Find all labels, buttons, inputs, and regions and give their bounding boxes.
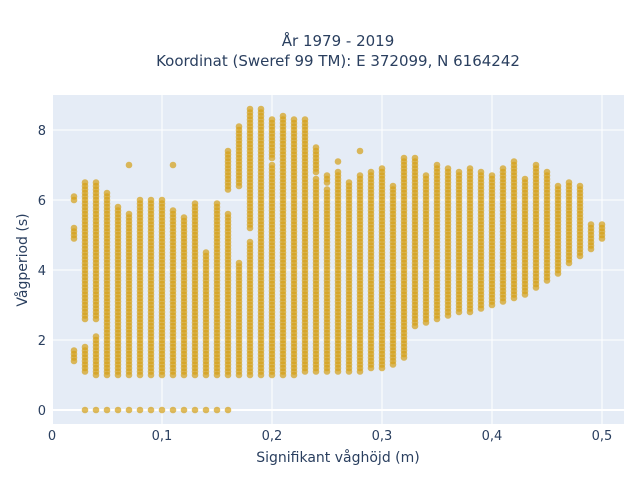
data-point: [136, 406, 144, 414]
data-point: [510, 158, 518, 165]
data-point: [356, 172, 364, 179]
data-point: [488, 172, 496, 179]
x-tick-label: 0: [48, 429, 56, 444]
y-tick-label: 0: [38, 404, 46, 419]
y-tick-label: 2: [38, 334, 46, 349]
y-tick-label: 6: [38, 194, 46, 209]
data-point: [70, 193, 78, 200]
x-tick-label: 0,2: [262, 429, 283, 444]
data-point: [312, 175, 320, 183]
data-point: [103, 406, 111, 414]
data-point: [532, 161, 540, 169]
data-point: [81, 406, 89, 414]
x-axis-label: Signifikant våghöjd (m): [256, 449, 419, 466]
data-point: [81, 179, 89, 186]
data-point: [411, 154, 419, 162]
data-point: [499, 165, 507, 172]
data-point: [70, 347, 78, 354]
data-point: [598, 221, 606, 228]
data-point: [455, 168, 463, 176]
data-point: [312, 144, 320, 151]
data-point: [323, 172, 331, 179]
data-point: [103, 189, 111, 197]
data-point: [180, 214, 188, 221]
data-point: [257, 105, 265, 113]
data-point: [136, 196, 144, 204]
data-point: [565, 179, 573, 186]
data-point: [246, 105, 254, 113]
data-point: [466, 165, 474, 172]
x-tick-label: 0,3: [372, 429, 393, 444]
data-point: [213, 200, 221, 207]
data-point: [543, 168, 551, 176]
data-point: [158, 406, 166, 414]
data-point: [92, 406, 100, 414]
data-point: [400, 154, 408, 162]
x-tick-label: 0,4: [482, 429, 503, 444]
data-point: [422, 172, 430, 179]
data-point: [147, 406, 155, 414]
data-point: [169, 406, 177, 414]
data-point: [158, 196, 166, 204]
data-points: [70, 105, 606, 414]
data-point: [345, 179, 353, 186]
data-point: [213, 406, 221, 414]
data-point: [334, 158, 342, 165]
data-point: [180, 406, 188, 414]
data-point: [147, 196, 155, 204]
data-point: [169, 207, 177, 214]
y-tick-labels: 0 2 4 6 8: [38, 124, 46, 419]
data-point: [235, 123, 243, 130]
data-point: [334, 168, 342, 176]
data-point: [202, 406, 210, 414]
data-point: [301, 116, 309, 123]
data-point: [389, 182, 397, 190]
data-point: [191, 406, 199, 414]
data-point: [125, 210, 133, 218]
chart-subtitle: Koordinat (Sweref 99 TM): E 372099, N 61…: [156, 52, 520, 70]
data-point: [70, 224, 78, 232]
data-point: [279, 112, 287, 120]
data-point: [92, 179, 100, 186]
data-point: [169, 161, 177, 169]
data-point: [125, 406, 133, 414]
chart-title: År 1979 - 2019: [282, 31, 395, 50]
data-point: [554, 182, 562, 190]
x-tick-label: 0,1: [152, 429, 173, 444]
data-point: [477, 168, 485, 176]
data-point: [356, 147, 364, 155]
y-tick-label: 8: [38, 124, 46, 139]
data-point: [367, 168, 375, 176]
data-point: [521, 175, 529, 183]
data-point: [191, 200, 199, 207]
y-axis-label: Vågperiod (s): [14, 213, 31, 306]
data-point: [433, 161, 441, 169]
data-point: [92, 333, 100, 340]
data-point: [81, 343, 89, 351]
data-point: [268, 116, 276, 123]
data-point: [224, 210, 232, 218]
data-point: [114, 406, 122, 414]
data-point: [323, 186, 331, 193]
data-point: [290, 116, 298, 123]
data-point: [444, 165, 452, 172]
x-tick-label: 0,5: [592, 429, 613, 444]
x-tick-labels: 0 0,1 0,2 0,3 0,4 0,5: [48, 429, 612, 444]
data-point: [576, 182, 584, 190]
data-point: [125, 161, 133, 169]
data-point: [246, 238, 254, 246]
data-point: [224, 406, 232, 414]
data-point: [268, 161, 276, 169]
data-point: [202, 249, 210, 256]
data-point: [587, 221, 595, 228]
y-tick-label: 4: [38, 264, 46, 279]
data-point: [378, 165, 386, 172]
data-point: [235, 259, 243, 267]
data-point: [114, 203, 122, 211]
data-point: [224, 147, 232, 155]
